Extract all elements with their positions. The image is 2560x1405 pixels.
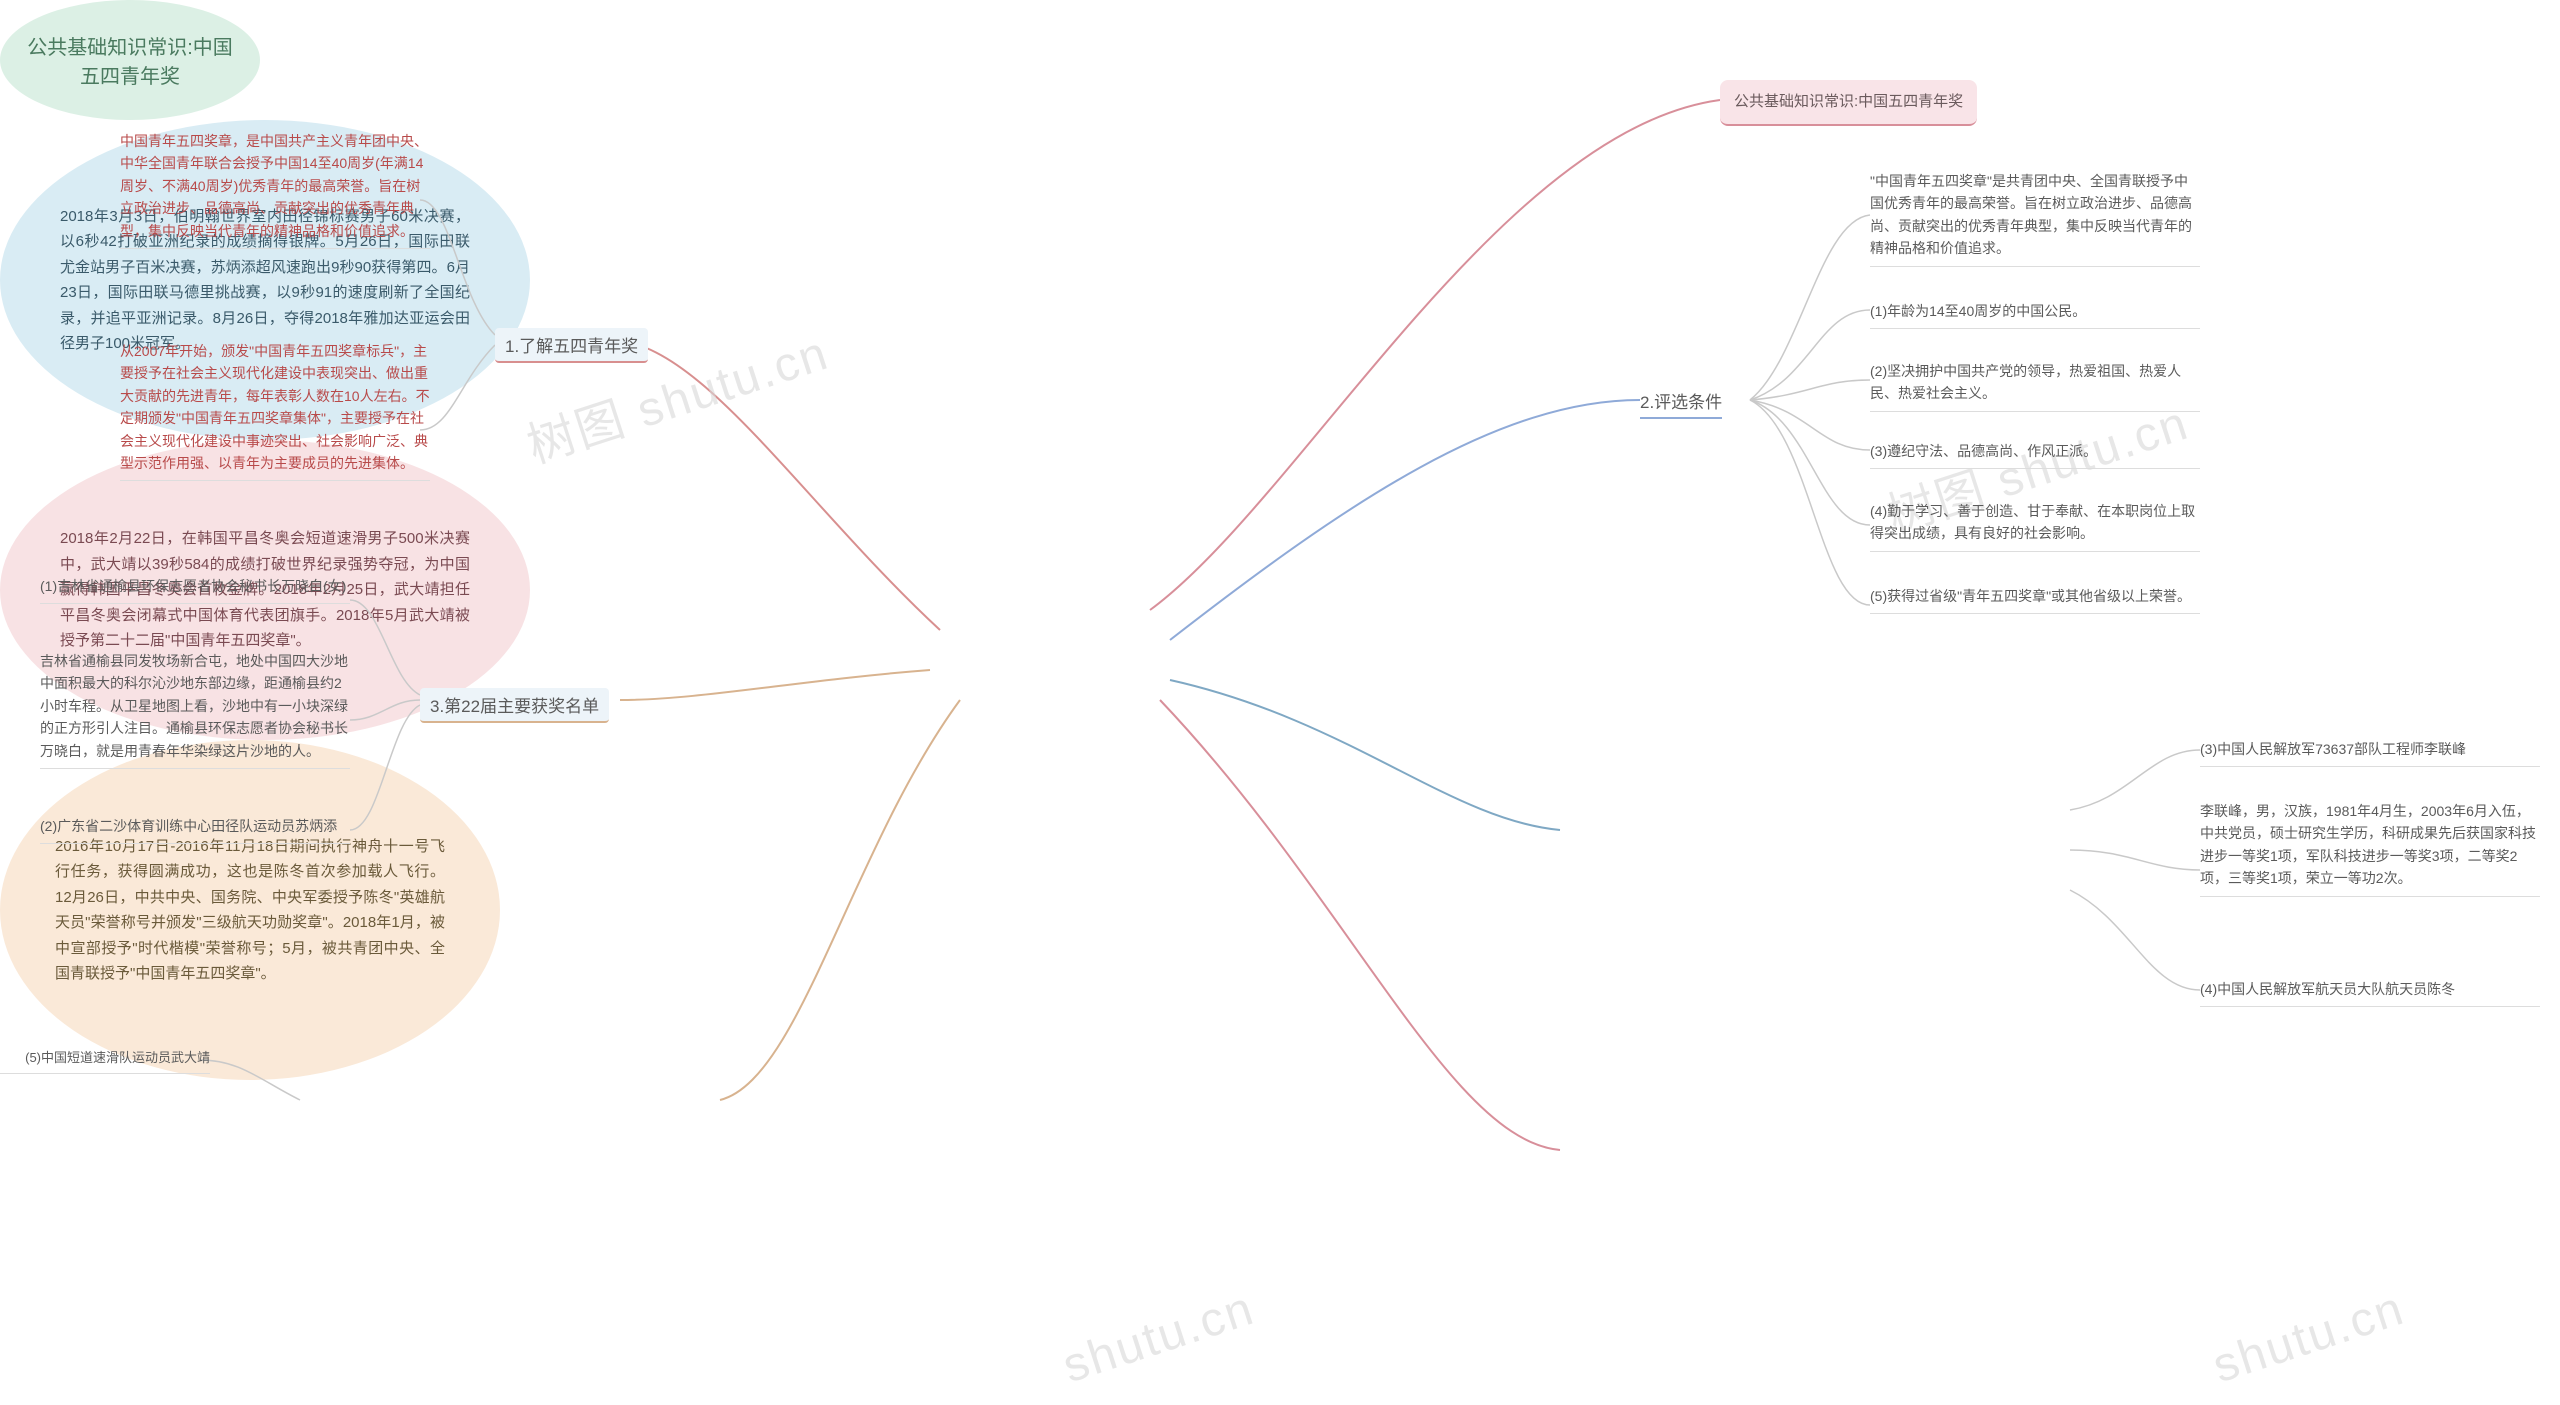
watermark-4: shutu.cn bbox=[2206, 1281, 2411, 1394]
right-li-1: (3)中国人民解放军73637部队工程师李联峰 bbox=[2200, 738, 2540, 767]
right-r4: (3)遵纪守法、品德高尚、作风正派。 bbox=[1870, 440, 2200, 469]
branch-1-label[interactable]: 1.了解五四青年奖 bbox=[495, 328, 648, 363]
left-t5-label: (5)中国短道速滑队运动员武大靖 bbox=[0, 1048, 210, 1074]
right-r1: "中国青年五四奖章"是共青团中央、全国青联授予中国优秀青年的最高荣誉。旨在树立政… bbox=[1870, 170, 2200, 267]
left-t2: 从2007年开始，颁发"中国青年五四奖章标兵"，主要授予在社会主义现代化建设中表… bbox=[120, 340, 430, 481]
center-text: 公共基础知识常识:中国五四青年奖 bbox=[20, 31, 240, 89]
branch-2-text: 2.评选条件 bbox=[1640, 393, 1722, 412]
branch-2-label[interactable]: 2.评选条件 bbox=[1640, 388, 1722, 419]
right-r2: (1)年龄为14至40周岁的中国公民。 bbox=[1870, 300, 2200, 329]
branch-1-text: 1.了解五四青年奖 bbox=[505, 337, 638, 356]
right-r6: (5)获得过省级"青年五四奖章"或其他省级以上荣誉。 bbox=[1870, 585, 2200, 614]
branch-3-text: 3.第22届主要获奖名单 bbox=[430, 697, 599, 716]
right-r5: (4)勤于学习、善于创造、甘于奉献、在本职岗位上取得突出成绩，具有良好的社会影响… bbox=[1870, 500, 2200, 552]
right-r3: (2)坚决拥护中国共产党的领导，热爱祖国、热爱人民、热爱社会主义。 bbox=[1870, 360, 2200, 412]
left-t3-1: (1)吉林省通榆县环保志愿者协会秘书长万晓白(女) bbox=[40, 575, 350, 604]
left-t1: 中国青年五四奖章，是中国共产主义青年团中央、中华全国青年联合会授予中国14至40… bbox=[120, 130, 430, 249]
watermark-3: shutu.cn bbox=[1056, 1281, 1261, 1394]
left-t3-3: (2)广东省二沙体育训练中心田径队运动员苏炳添 bbox=[40, 815, 350, 844]
branch-3-label[interactable]: 3.第22届主要获奖名单 bbox=[420, 688, 609, 723]
oval-chen[interactable]: 2016年10月17日-2016年11月18日期间执行神舟十一号飞行任务，获得圆… bbox=[0, 740, 500, 1080]
oval-chen-text: 2016年10月17日-2016年11月18日期间执行神舟十一号飞行任务，获得圆… bbox=[55, 834, 445, 987]
center-node[interactable]: 公共基础知识常识:中国五四青年奖 bbox=[0, 0, 260, 120]
left-t3-2: 吉林省通榆县同发牧场新合屯，地处中国四大沙地中面积最大的科尔沁沙地东部边缘，距通… bbox=[40, 650, 350, 769]
header-right[interactable]: 公共基础知识常识:中国五四青年奖 bbox=[1720, 80, 1977, 126]
right-chen: (4)中国人民解放军航天员大队航天员陈冬 bbox=[2200, 978, 2540, 1007]
header-right-text: 公共基础知识常识:中国五四青年奖 bbox=[1734, 93, 1963, 110]
right-li-2: 李联峰，男，汉族，1981年4月生，2003年6月入伍，中共党员，硕士研究生学历… bbox=[2200, 800, 2540, 897]
